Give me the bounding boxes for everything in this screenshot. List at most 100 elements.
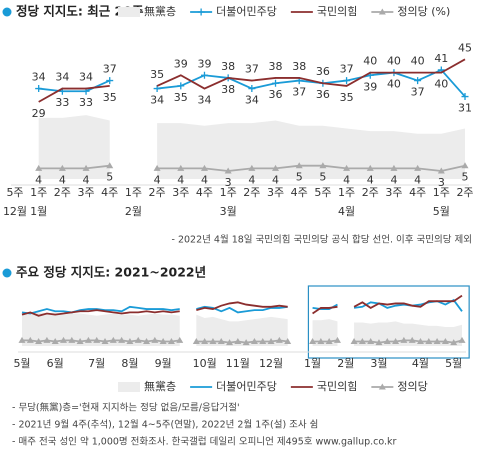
value-label: 34 <box>245 94 259 107</box>
value-label: 37 <box>340 63 354 76</box>
value-label: 45 <box>458 41 472 54</box>
marker <box>234 338 242 345</box>
x-group-label: 12월 <box>3 205 27 218</box>
value-label: 40 <box>434 78 448 91</box>
marker <box>433 338 441 345</box>
value-label: 3 <box>438 176 445 189</box>
marker <box>425 338 433 345</box>
marker <box>43 336 51 343</box>
value-label: 4 <box>83 173 90 186</box>
marker <box>343 164 351 171</box>
value-label: 35 <box>150 68 164 81</box>
marker <box>350 338 358 345</box>
marker <box>383 338 391 345</box>
marker <box>390 164 398 171</box>
marker <box>26 336 34 343</box>
area <box>196 314 288 346</box>
x-tick-label: 3주 <box>172 186 189 199</box>
marker <box>461 162 469 169</box>
legend-label: 정의당 <box>397 380 427 393</box>
legend-swatch <box>118 7 140 17</box>
x-tick-label: 4주 <box>291 186 308 199</box>
value-label: 37 <box>411 86 425 99</box>
marker <box>259 338 267 345</box>
value-label: 37 <box>245 63 259 76</box>
marker <box>197 8 205 16</box>
marker <box>201 338 209 345</box>
marker <box>118 336 126 343</box>
marker <box>450 339 458 346</box>
bullet <box>2 7 12 17</box>
marker <box>35 164 43 171</box>
value-label: 35 <box>174 91 188 104</box>
marker <box>106 77 114 85</box>
value-label: 4 <box>390 173 397 186</box>
marker <box>159 338 167 345</box>
note: - 매주 전국 성인 약 1,000명 전화조사. 한국갤럽 데일리 오피니언 … <box>12 436 397 448</box>
marker <box>333 336 341 343</box>
marker <box>51 338 59 345</box>
x-tick-label: 2주 <box>456 186 473 199</box>
chart-title: 주요 정당 지지도: 2021~2022년 <box>16 265 206 280</box>
marker <box>68 336 76 343</box>
marker <box>60 336 68 343</box>
value-label: 4 <box>177 173 184 186</box>
marker <box>35 85 43 93</box>
marker <box>167 338 175 345</box>
value-label: 36 <box>316 88 330 101</box>
x-tick-label: 3주 <box>77 186 94 199</box>
x-tick-label: 5주 <box>6 186 23 199</box>
x-tick-label: 1주 <box>125 186 142 199</box>
x-group-label: 5월 <box>433 205 450 218</box>
x-tick-label: 2주 <box>362 186 379 199</box>
marker <box>317 338 325 345</box>
x-group-label: 7월 <box>88 357 105 370</box>
marker <box>153 164 161 171</box>
x-tick-label: 1주 <box>220 186 237 199</box>
chart-title: 정당 지지도: 최근 20주 <box>16 4 144 19</box>
value-label: 4 <box>35 173 42 186</box>
marker <box>18 336 26 343</box>
note: - 2021년 9월 4주(추석), 12월 4~5주(연말), 2022년 2… <box>12 419 318 431</box>
value-label: 33 <box>79 96 93 109</box>
value-label: 35 <box>103 91 117 104</box>
x-tick-label: 4주 <box>409 186 426 199</box>
x-group-label: 8월 <box>121 357 138 370</box>
x-tick-label: 4주 <box>196 186 213 199</box>
x-tick-label: 1주 <box>30 186 47 199</box>
x-tick-label: 3주 <box>385 186 402 199</box>
marker <box>217 338 225 345</box>
x-tick-label: 1주 <box>338 186 355 199</box>
value-label: 39 <box>174 57 188 70</box>
marker <box>392 338 400 345</box>
marker <box>226 339 234 346</box>
area <box>354 321 462 346</box>
x-group-label: 4월 <box>412 357 429 370</box>
marker <box>378 8 386 15</box>
x-tick-label: 2주 <box>243 186 260 199</box>
x-group-label: 11월 <box>226 357 250 370</box>
value-label: 4 <box>272 173 279 186</box>
line <box>21 309 180 317</box>
marker <box>295 162 303 169</box>
x-group-label: 9월 <box>155 357 172 370</box>
marker <box>375 339 383 346</box>
legend-label: 정의당 (%) <box>397 5 450 18</box>
area <box>157 120 465 179</box>
value-label: 4 <box>248 173 255 186</box>
value-label: 39 <box>197 57 211 70</box>
marker <box>441 338 449 345</box>
value-label: 4 <box>154 173 161 186</box>
marker <box>109 336 117 343</box>
line <box>157 164 466 172</box>
marker <box>200 164 208 171</box>
line <box>312 339 338 343</box>
x-group-label: 10월 <box>193 357 217 370</box>
marker <box>82 164 90 171</box>
marker <box>461 93 469 101</box>
note: - 무당(無黨)층='현재 지지하는 정당 없음/모름/응답거절' <box>12 402 240 414</box>
marker <box>224 167 232 174</box>
marker <box>275 336 283 343</box>
value-label: 40 <box>363 55 377 68</box>
line <box>21 305 180 315</box>
